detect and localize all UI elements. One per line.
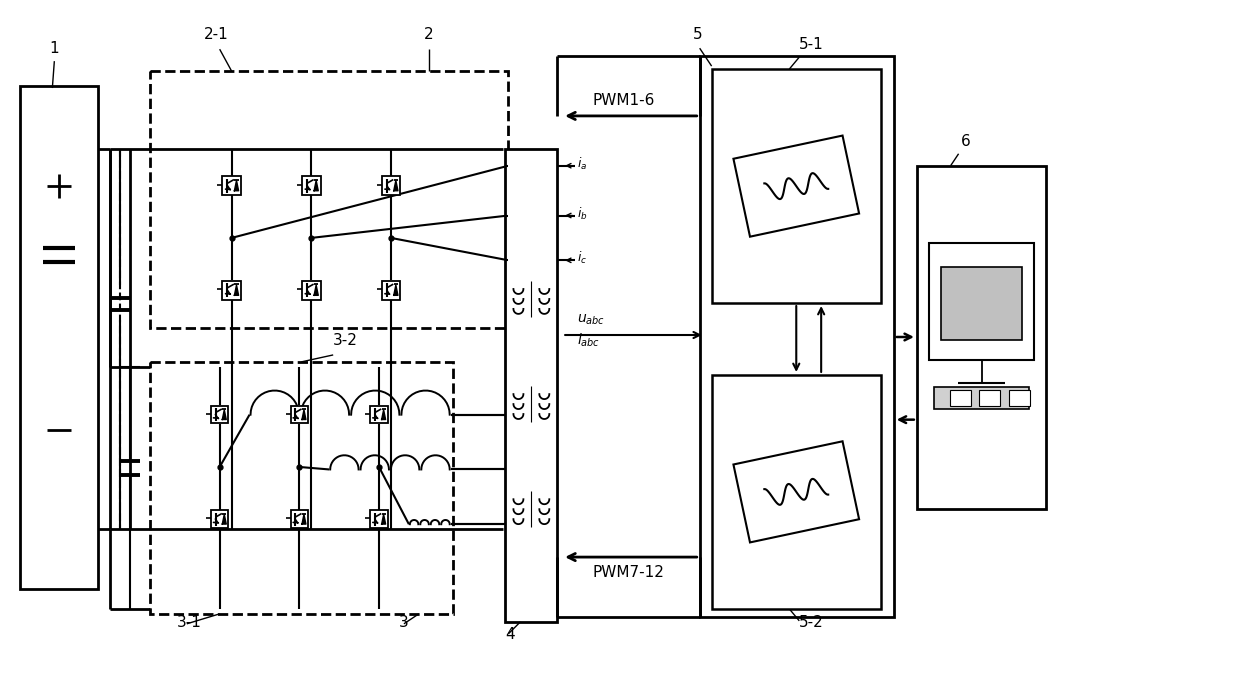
Bar bbox=[980, 390, 1001, 406]
Text: $i_{abc}$: $i_{abc}$ bbox=[577, 332, 600, 349]
Bar bbox=[950, 390, 971, 406]
Polygon shape bbox=[234, 180, 238, 190]
Bar bbox=[941, 267, 1022, 340]
Text: 5-2: 5-2 bbox=[800, 615, 825, 630]
Bar bbox=[371, 406, 388, 423]
Text: $u_{abc}$: $u_{abc}$ bbox=[577, 313, 605, 328]
Bar bbox=[303, 176, 321, 195]
Bar bbox=[222, 176, 241, 195]
Text: 4: 4 bbox=[506, 627, 515, 642]
Text: 1: 1 bbox=[50, 41, 60, 56]
Bar bbox=[916, 166, 1047, 509]
Text: $i_b$: $i_b$ bbox=[577, 205, 588, 221]
Text: 6: 6 bbox=[961, 134, 971, 149]
Text: 5-1: 5-1 bbox=[800, 37, 825, 52]
Text: $i_c$: $i_c$ bbox=[577, 250, 588, 267]
Polygon shape bbox=[314, 285, 319, 295]
Text: PWM1-6: PWM1-6 bbox=[593, 94, 655, 108]
Text: $i_a$: $i_a$ bbox=[577, 155, 588, 172]
Bar bbox=[382, 176, 401, 195]
Bar bbox=[211, 406, 228, 423]
Bar bbox=[712, 375, 880, 609]
Polygon shape bbox=[303, 514, 306, 524]
Bar bbox=[290, 510, 308, 528]
Polygon shape bbox=[234, 285, 238, 295]
Bar bbox=[290, 406, 308, 423]
Text: 2: 2 bbox=[424, 27, 434, 42]
Bar bbox=[699, 56, 894, 617]
Polygon shape bbox=[314, 180, 319, 190]
FancyBboxPatch shape bbox=[733, 441, 859, 542]
Bar bbox=[303, 281, 321, 299]
FancyBboxPatch shape bbox=[733, 135, 859, 237]
Polygon shape bbox=[222, 410, 226, 419]
Bar bbox=[150, 71, 508, 328]
Bar bbox=[150, 362, 453, 614]
Bar bbox=[506, 149, 557, 622]
Text: 3-2: 3-2 bbox=[334, 333, 358, 348]
Bar bbox=[712, 69, 880, 303]
Polygon shape bbox=[394, 285, 398, 295]
Bar bbox=[222, 281, 241, 299]
Text: 5: 5 bbox=[693, 27, 703, 42]
Bar bbox=[371, 510, 388, 528]
Polygon shape bbox=[382, 514, 386, 524]
Bar bbox=[1008, 390, 1029, 406]
Polygon shape bbox=[394, 180, 398, 190]
Polygon shape bbox=[222, 514, 226, 524]
Text: 3-1: 3-1 bbox=[177, 615, 202, 630]
Polygon shape bbox=[303, 410, 306, 419]
Bar bbox=[382, 281, 401, 299]
Bar bbox=[21, 86, 98, 589]
Bar bbox=[929, 243, 1034, 360]
Text: 2-1: 2-1 bbox=[205, 27, 229, 42]
Text: PWM7-12: PWM7-12 bbox=[593, 565, 663, 579]
Bar bbox=[935, 387, 1028, 409]
Text: 3: 3 bbox=[399, 615, 409, 630]
Polygon shape bbox=[382, 410, 386, 419]
Bar bbox=[211, 510, 228, 528]
